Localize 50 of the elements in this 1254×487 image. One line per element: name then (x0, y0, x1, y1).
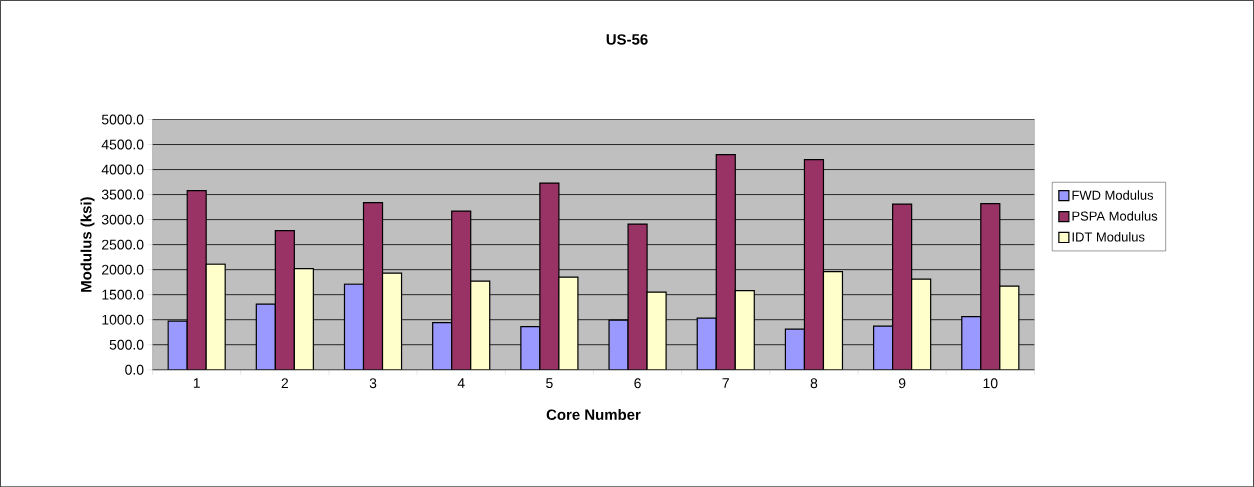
legend-label: IDT Modulus (1072, 231, 1145, 242)
x-tick-label: 6 (634, 378, 641, 389)
bar (961, 315, 982, 370)
bar (734, 289, 755, 370)
legend-label: FWD Modulus (1072, 190, 1154, 200)
x-tick-label: 7 (722, 378, 729, 388)
y-tick-label: 500.0 (109, 339, 144, 350)
y-tick-label: 2000.0 (102, 264, 144, 275)
bar (432, 321, 453, 370)
y-tick-label: 2500.0 (102, 239, 144, 250)
y-tick-label: 1500.0 (102, 289, 144, 300)
bar (293, 267, 314, 370)
legend-label: PSPA Modulus (1072, 211, 1158, 221)
bar (715, 153, 736, 370)
y-tick-label: 4000.0 (101, 164, 144, 175)
y-tick-label: 3000.0 (101, 214, 144, 225)
x-tick-label: 3 (369, 378, 377, 389)
x-axis-title: Core Number (546, 408, 641, 420)
bar (696, 317, 717, 370)
bar (911, 278, 932, 370)
y-tick-label: 4500.0 (101, 139, 144, 150)
x-tick-label: 4 (457, 378, 465, 388)
bar (470, 280, 491, 370)
bar (343, 283, 365, 370)
y-tick-label: 1000.0 (102, 314, 144, 325)
y-tick-label: 0.0 (125, 364, 144, 375)
x-tick-label: 9 (898, 378, 906, 389)
bar (822, 270, 844, 370)
bar (980, 202, 1001, 370)
bar (205, 263, 226, 370)
x-tick-label: 2 (281, 378, 289, 388)
bar (892, 203, 913, 370)
x-tick-label: 1 (193, 378, 200, 388)
bar (274, 229, 295, 370)
bar (784, 328, 806, 370)
y-tick-label: 3500.0 (101, 189, 144, 200)
bar (381, 272, 403, 370)
y-tick-label: 5000.0 (101, 114, 144, 125)
x-tick-label: 8 (810, 378, 818, 389)
bar (255, 303, 276, 370)
chart-title: US-56 (606, 34, 648, 45)
bar (803, 158, 825, 370)
bar (999, 285, 1020, 370)
bar (451, 210, 472, 370)
x-tick-label: 5 (546, 378, 553, 388)
y-axis-title: Modulus (ksi) (80, 197, 95, 292)
bar (362, 201, 384, 370)
bar (186, 189, 207, 370)
bar (873, 325, 894, 370)
x-tick-label: 10 (983, 378, 998, 389)
